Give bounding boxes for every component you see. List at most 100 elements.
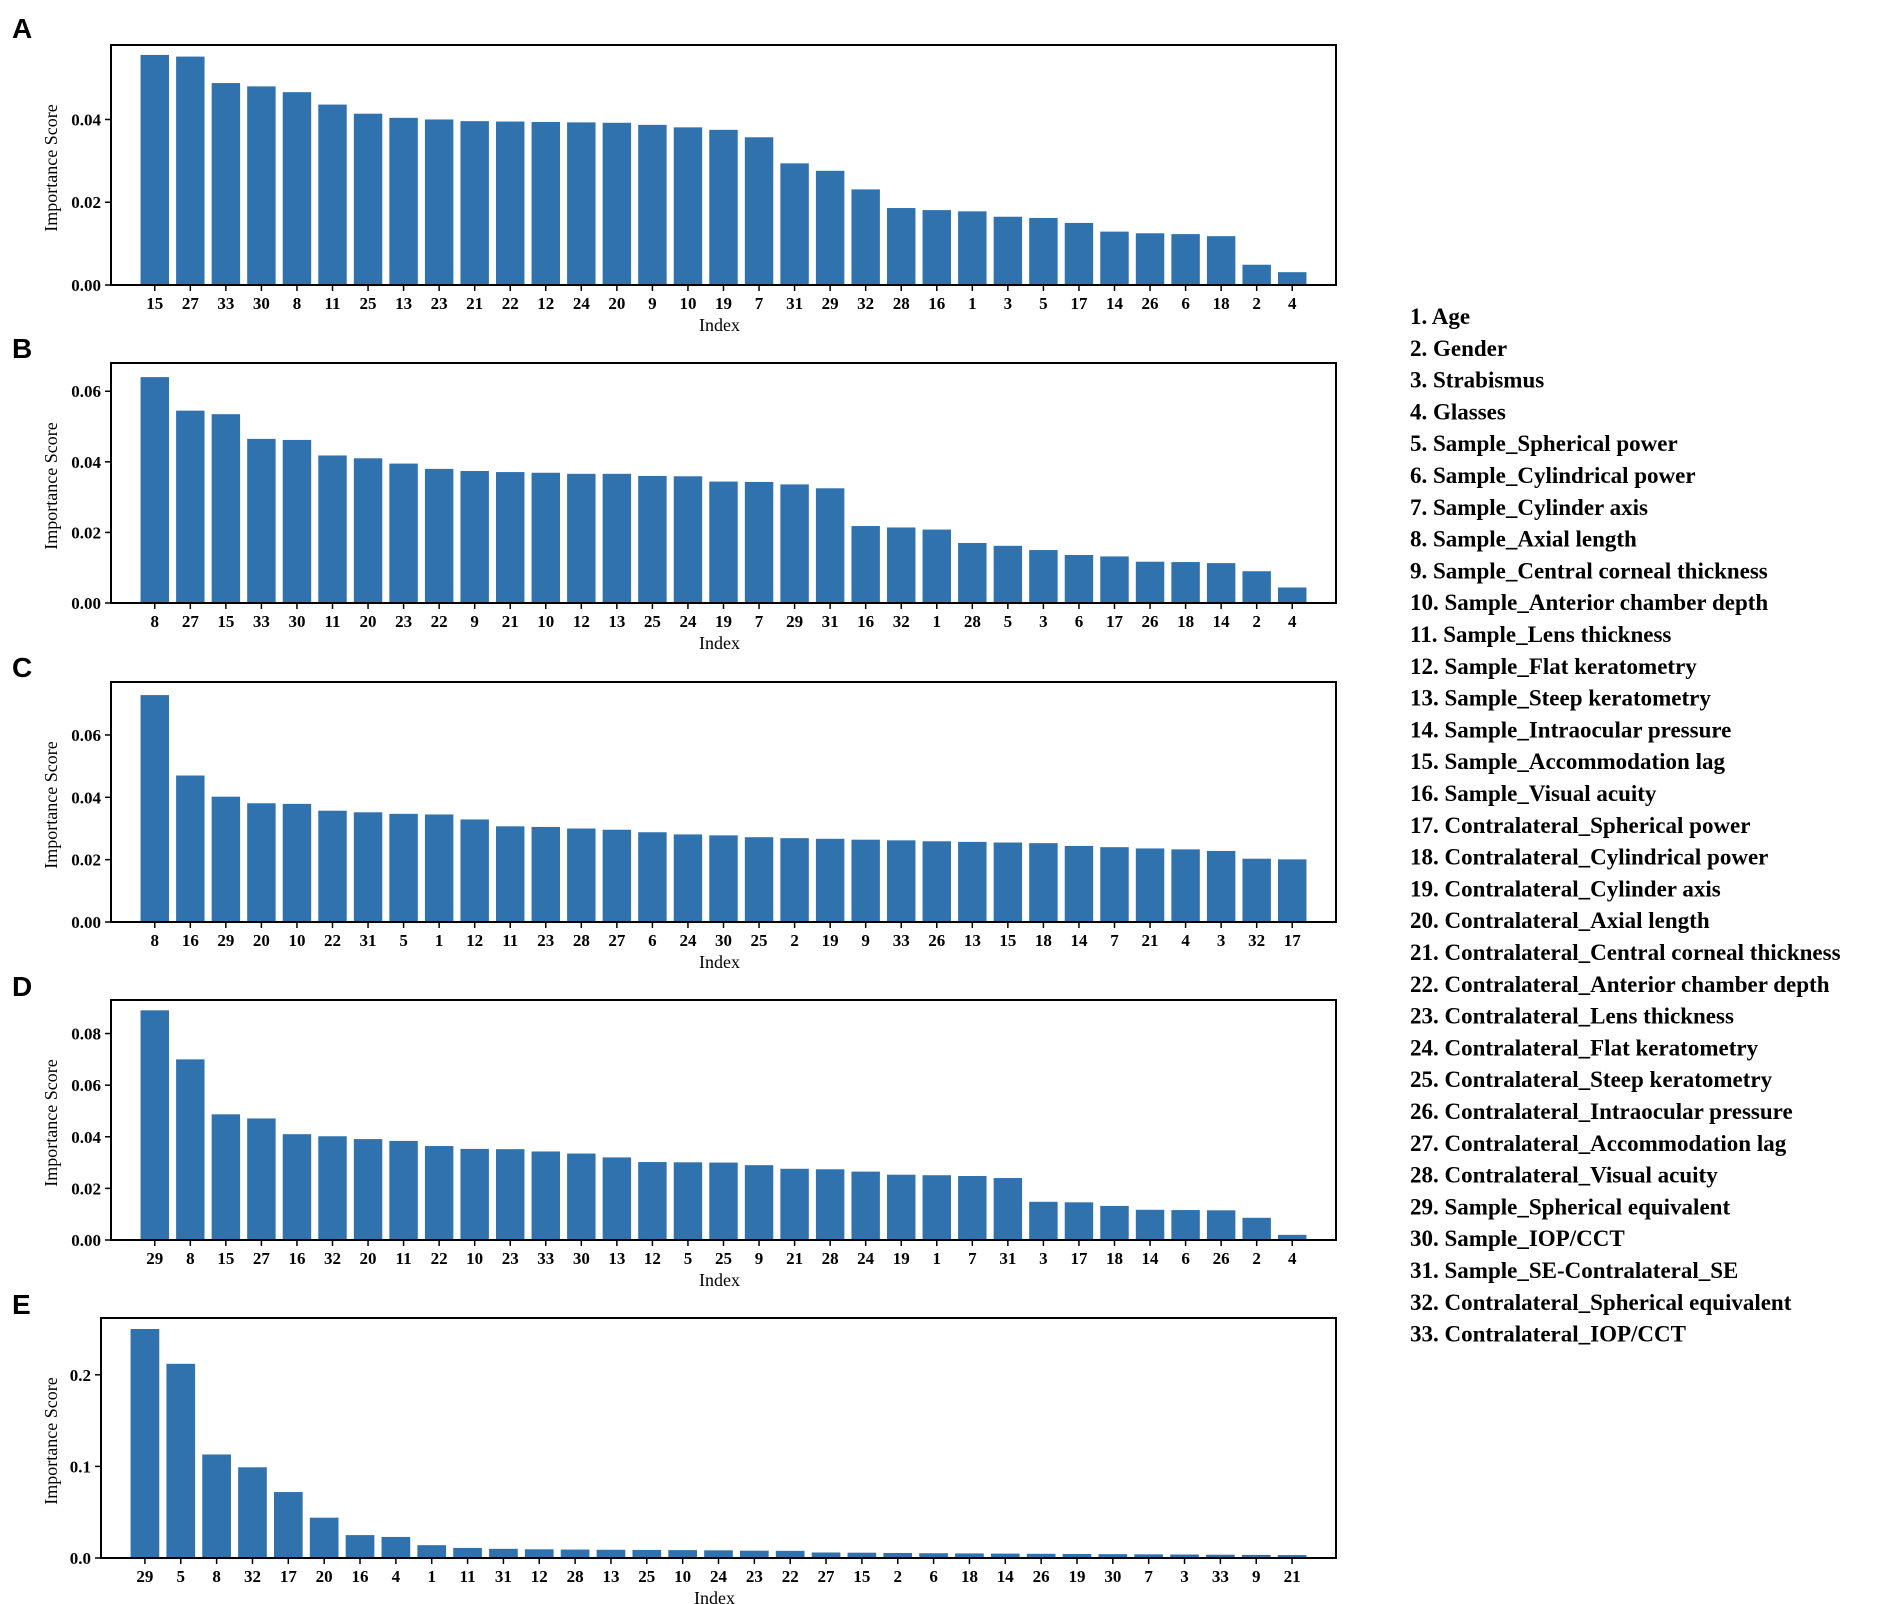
legend-item: 6. Sample_Cylindrical power	[1410, 463, 1696, 488]
x-tick-label: 6	[1181, 1249, 1190, 1268]
legend-item: 22. Contralateral_Anterior chamber depth	[1410, 972, 1830, 997]
bar-22	[424, 1146, 454, 1240]
x-tick-label: 30	[253, 294, 270, 313]
y-tick-label: 0.06	[71, 1076, 101, 1095]
x-tick-label: 28	[822, 1249, 839, 1268]
x-tick-label: 2	[1252, 612, 1261, 631]
bar-15	[993, 842, 1023, 922]
x-tick-label: 25	[360, 294, 377, 313]
legend-item: 32. Contralateral_Spherical equivalent	[1410, 1290, 1792, 1315]
x-tick-label: 6	[1181, 294, 1190, 313]
panel-letter: E	[12, 1289, 31, 1320]
legend-item: 14. Sample_Intraocular pressure	[1410, 717, 1731, 742]
x-tick-label: 12	[531, 1567, 548, 1586]
y-tick-label: 0.04	[71, 1128, 101, 1147]
bar-33	[531, 1151, 560, 1240]
bar-12	[460, 819, 489, 922]
bar-11	[318, 104, 347, 285]
x-tick-label: 1	[435, 931, 444, 950]
bar-13	[602, 1157, 632, 1240]
bar-20	[247, 803, 276, 922]
bar-4	[1278, 1234, 1307, 1240]
x-tick-label: 9	[861, 931, 870, 950]
bar-2	[1242, 571, 1271, 603]
x-tick-label: 17	[280, 1567, 298, 1586]
x-tick-label: 22	[431, 1249, 448, 1268]
x-tick-label: 11	[460, 1567, 476, 1586]
x-axis-label: Index	[699, 1270, 740, 1290]
x-tick-label: 15	[853, 1567, 870, 1586]
legend-item: 25. Contralateral_Steep keratometry	[1410, 1067, 1773, 1092]
x-tick-label: 11	[502, 931, 518, 950]
x-tick-label: 30	[573, 1249, 590, 1268]
bar-5	[1029, 217, 1058, 285]
bar-4	[1278, 272, 1307, 285]
x-tick-label: 10	[288, 931, 305, 950]
legend-item: 24. Contralateral_Flat keratometry	[1410, 1035, 1759, 1060]
x-tick-label: 26	[928, 931, 945, 950]
bar-22	[496, 121, 525, 285]
y-tick-label: 0.00	[71, 913, 101, 932]
x-tick-label: 9	[755, 1249, 764, 1268]
plot-frame	[110, 999, 1337, 1241]
bar-21	[1135, 848, 1165, 922]
bar-19	[887, 1174, 916, 1240]
x-tick-label: 32	[893, 612, 910, 631]
bar-20	[602, 122, 632, 285]
x-tick-label: 18	[1213, 294, 1230, 313]
x-tick-label: 26	[1033, 1567, 1050, 1586]
bar-10	[673, 127, 703, 285]
bar-12	[524, 1549, 554, 1558]
x-tick-label: 25	[751, 931, 768, 950]
legend-item: 33. Contralateral_IOP/CCT	[1410, 1322, 1686, 1347]
x-tick-label: 27	[182, 612, 200, 631]
bar-14	[990, 1553, 1020, 1558]
bar-9	[460, 471, 489, 603]
x-tick-label: 20	[360, 1249, 377, 1268]
x-tick-label: 7	[968, 1249, 977, 1268]
x-tick-label: 14	[1213, 612, 1231, 631]
x-tick-label: 20	[253, 931, 270, 950]
bar-17	[1064, 222, 1094, 285]
x-tick-label: 8	[151, 612, 160, 631]
bar-6	[638, 832, 667, 922]
x-tick-label: 29	[786, 612, 803, 631]
bar-24	[673, 476, 703, 603]
bar-30	[709, 835, 738, 922]
y-tick-label: 0.0	[70, 1549, 91, 1568]
bar-19	[815, 838, 845, 922]
bar-21	[780, 1168, 809, 1240]
bar-29	[211, 796, 241, 922]
x-tick-label: 28	[567, 1567, 584, 1586]
panel-letter: D	[12, 971, 32, 1002]
bar-11	[318, 455, 347, 603]
y-tick-label: 0.00	[71, 1231, 101, 1250]
panel-letter: A	[12, 13, 32, 44]
x-tick-label: 29	[136, 1567, 153, 1586]
bar-25	[638, 475, 667, 603]
bar-15	[211, 1114, 241, 1240]
bar-12	[567, 473, 596, 603]
x-tick-label: 17	[1106, 612, 1124, 631]
legend-item: 3. Strabismus	[1410, 368, 1544, 393]
plot-frame	[110, 362, 1337, 604]
bar-20	[353, 1139, 383, 1240]
x-tick-label: 1	[933, 612, 942, 631]
x-tick-label: 6	[1075, 612, 1084, 631]
plot-frame	[110, 681, 1337, 923]
bar-6	[919, 1553, 948, 1558]
bar-25	[353, 113, 383, 285]
bar-31	[780, 163, 809, 285]
x-tick-label: 31	[360, 931, 377, 950]
bar-14	[1135, 1209, 1165, 1240]
x-tick-label: 30	[1104, 1567, 1121, 1586]
bar-18	[1206, 236, 1236, 285]
y-tick-label: 0.04	[71, 110, 101, 129]
bar-11	[389, 1140, 418, 1240]
bar-27	[811, 1552, 841, 1558]
bar-30	[282, 439, 312, 603]
x-tick-label: 33	[893, 931, 910, 950]
x-tick-label: 23	[537, 931, 554, 950]
x-tick-label: 10	[466, 1249, 483, 1268]
